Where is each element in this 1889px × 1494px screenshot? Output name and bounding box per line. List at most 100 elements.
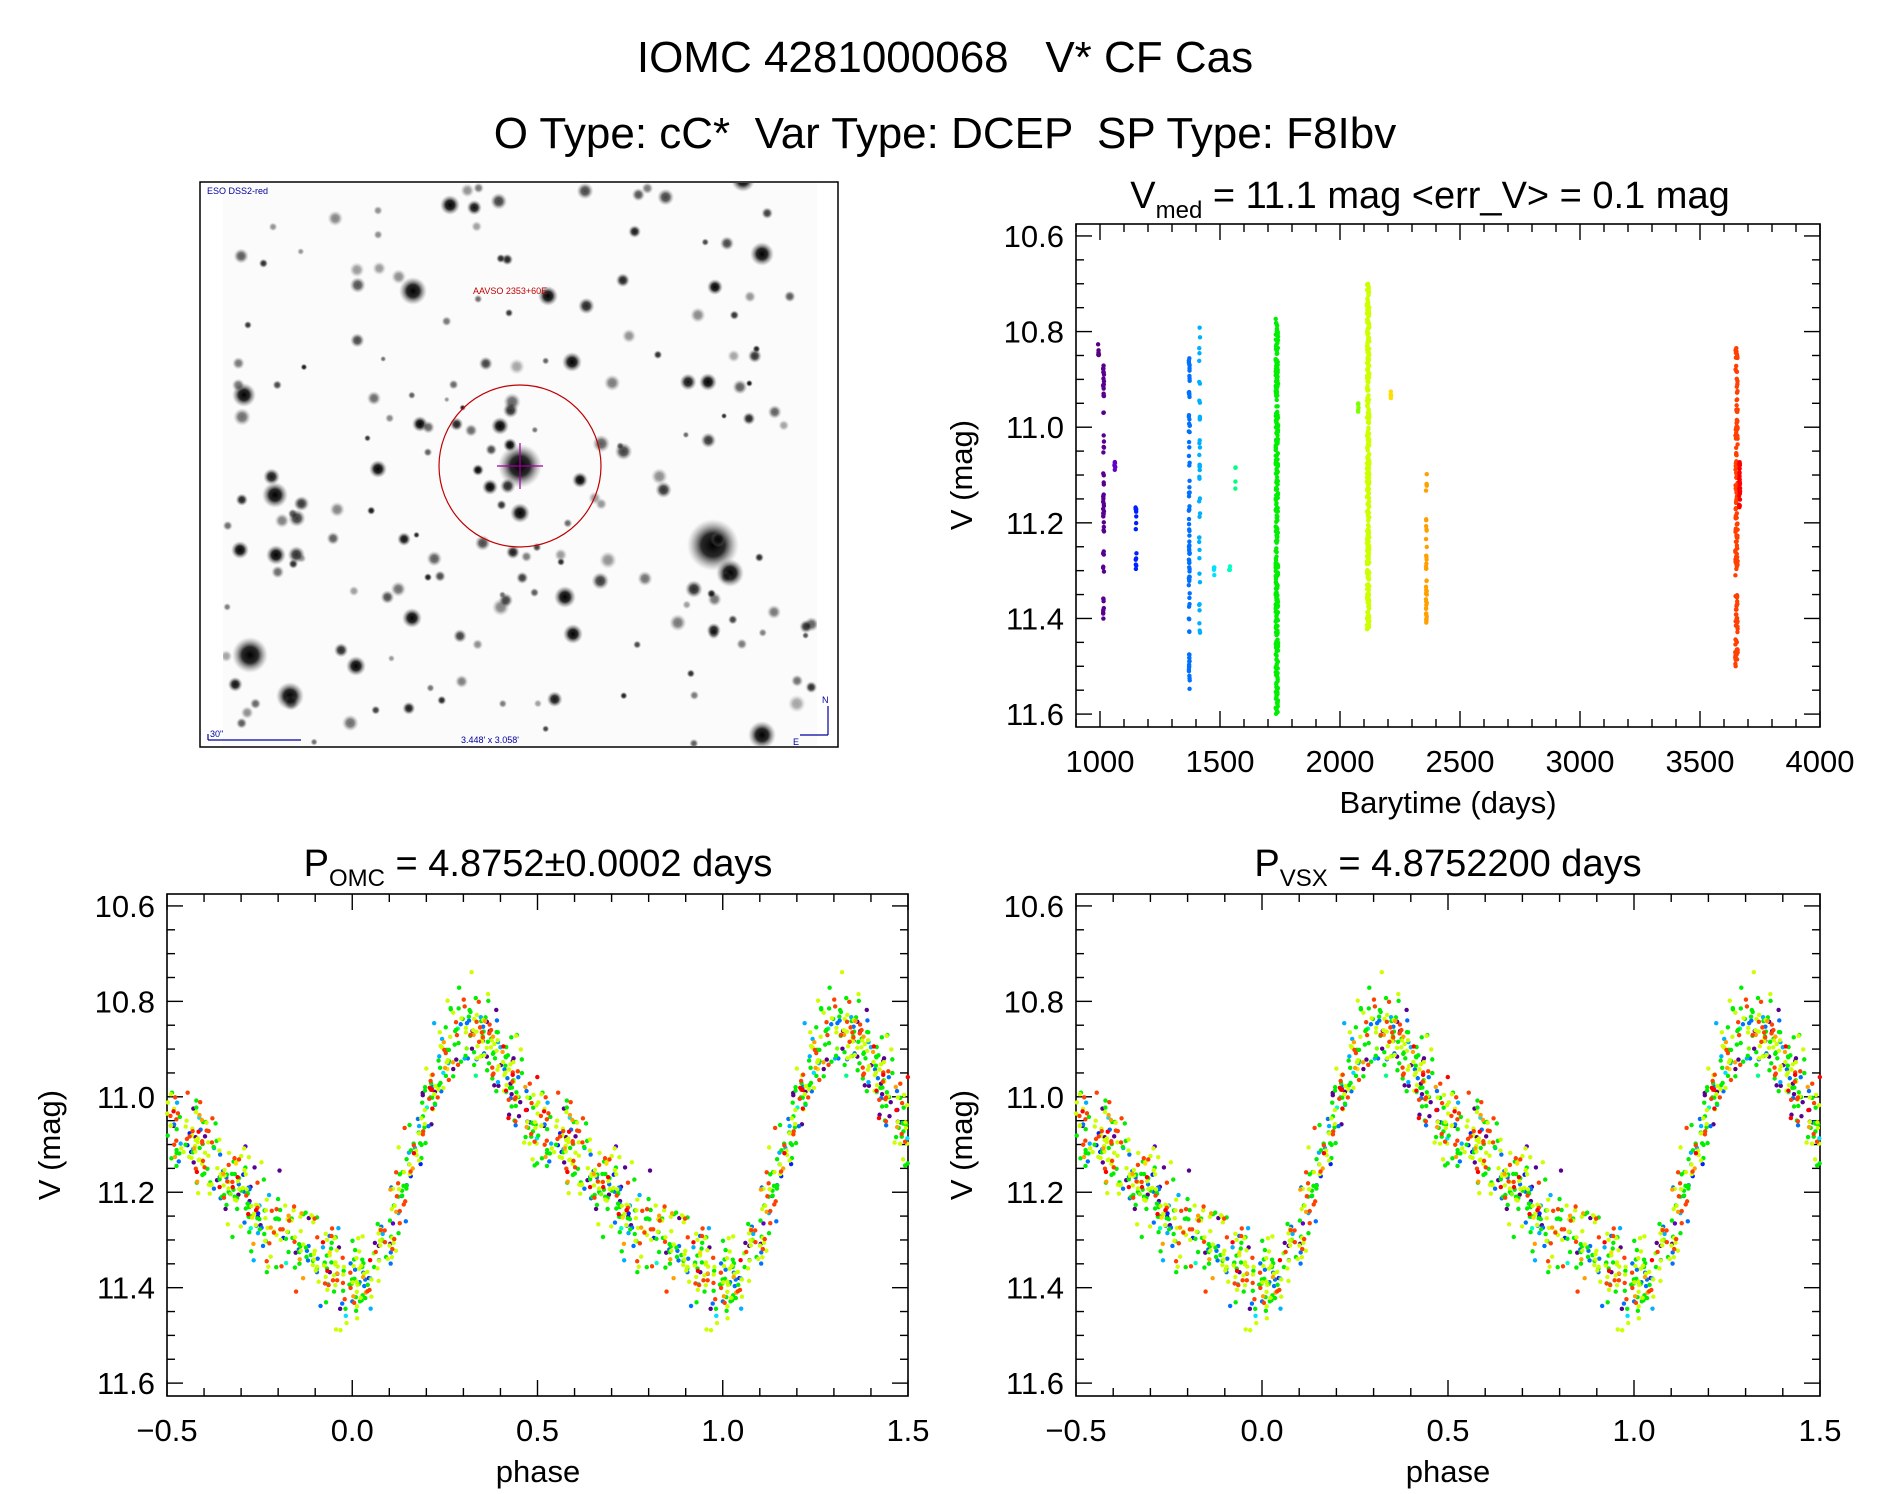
data-point — [1273, 591, 1278, 596]
data-point — [1193, 1236, 1198, 1242]
star — [578, 297, 595, 315]
data-point — [1266, 1249, 1272, 1254]
data-point — [710, 1301, 715, 1306]
data-point — [628, 1227, 633, 1232]
star — [434, 570, 446, 583]
data-point — [1636, 1289, 1641, 1295]
data-point — [1274, 595, 1279, 600]
data-point — [1275, 1289, 1280, 1294]
data-point — [1741, 1016, 1746, 1021]
data-point — [1593, 1252, 1598, 1257]
data-point — [1740, 1022, 1746, 1027]
data-point — [500, 1059, 506, 1065]
star — [243, 320, 253, 330]
y-tick-label: 11.4 — [1006, 601, 1064, 636]
data-point — [1690, 1169, 1695, 1174]
title-main: P — [304, 843, 329, 885]
data-point — [1622, 1255, 1627, 1261]
data-point — [1739, 985, 1744, 990]
data-point — [1273, 579, 1279, 585]
data-point — [821, 1066, 826, 1072]
data-point — [1170, 1243, 1175, 1249]
data-point — [1481, 1141, 1486, 1146]
data-point — [1273, 388, 1279, 394]
data-point — [1776, 1048, 1782, 1054]
data-point — [264, 1197, 269, 1202]
star — [271, 565, 285, 579]
data-point — [1611, 1226, 1616, 1231]
data-point — [600, 1234, 606, 1240]
data-point — [764, 1209, 769, 1215]
data-point — [1615, 1327, 1620, 1332]
data-point — [572, 1165, 578, 1170]
data-point — [554, 1118, 560, 1123]
data-point — [1377, 1018, 1382, 1023]
data-point — [1735, 424, 1740, 430]
data-point — [513, 1119, 518, 1124]
data-point — [1384, 1012, 1390, 1018]
data-point — [1101, 473, 1107, 478]
data-point — [654, 1260, 659, 1266]
data-point — [377, 1238, 383, 1243]
star — [650, 468, 668, 485]
data-point — [1810, 1081, 1815, 1086]
data-point — [1111, 1165, 1116, 1170]
data-point — [727, 1249, 732, 1254]
data-point — [669, 1211, 675, 1216]
data-point — [845, 1056, 850, 1061]
data-point — [1498, 1137, 1503, 1142]
data-point — [705, 1278, 710, 1283]
data-point — [1197, 621, 1202, 626]
data-point — [834, 1046, 840, 1051]
data-point — [1449, 1092, 1455, 1097]
star — [341, 714, 359, 732]
data-point — [1383, 995, 1389, 1001]
data-point — [1107, 1099, 1112, 1105]
data-point — [318, 1303, 323, 1309]
data-point — [1813, 1092, 1819, 1098]
data-point — [807, 1083, 812, 1088]
y-tick-label: 10.6 — [95, 889, 155, 924]
data-point — [1435, 1095, 1440, 1100]
data-point — [1715, 1083, 1720, 1089]
data-point — [340, 1280, 346, 1286]
data-point — [1085, 1159, 1091, 1164]
data-point — [1364, 1019, 1369, 1025]
data-point — [1197, 417, 1203, 422]
data-point — [1366, 311, 1371, 317]
data-point — [1588, 1215, 1593, 1221]
x-axis-label: phase — [1406, 1454, 1490, 1489]
data-point — [185, 1090, 190, 1095]
data-point — [430, 1072, 435, 1077]
data-point — [903, 1120, 908, 1125]
data-point — [1160, 1258, 1166, 1263]
star — [384, 413, 395, 423]
data-point — [1722, 1036, 1727, 1042]
data-point — [619, 1226, 624, 1231]
data-point — [446, 1077, 452, 1083]
data-point — [1203, 1289, 1208, 1294]
data-point — [1737, 497, 1743, 502]
data-point — [1734, 453, 1739, 458]
data-point — [1101, 511, 1106, 516]
data-point — [1785, 1063, 1790, 1068]
data-point — [555, 1090, 561, 1095]
star — [686, 669, 696, 678]
data-point — [1287, 1238, 1292, 1243]
star — [504, 308, 514, 318]
data-point — [353, 1308, 359, 1313]
data-point — [1405, 1067, 1410, 1072]
data-point — [895, 1095, 900, 1100]
star — [562, 352, 582, 372]
star — [366, 391, 382, 406]
data-point — [1817, 1074, 1823, 1080]
data-point — [1197, 608, 1202, 613]
data-point — [1314, 1157, 1319, 1162]
data-point — [1141, 1156, 1146, 1161]
data-point — [1295, 1256, 1300, 1262]
data-point — [1518, 1157, 1523, 1162]
data-point — [1446, 1133, 1451, 1138]
star — [731, 183, 755, 192]
data-point — [225, 1179, 230, 1184]
data-point — [1704, 1121, 1709, 1127]
